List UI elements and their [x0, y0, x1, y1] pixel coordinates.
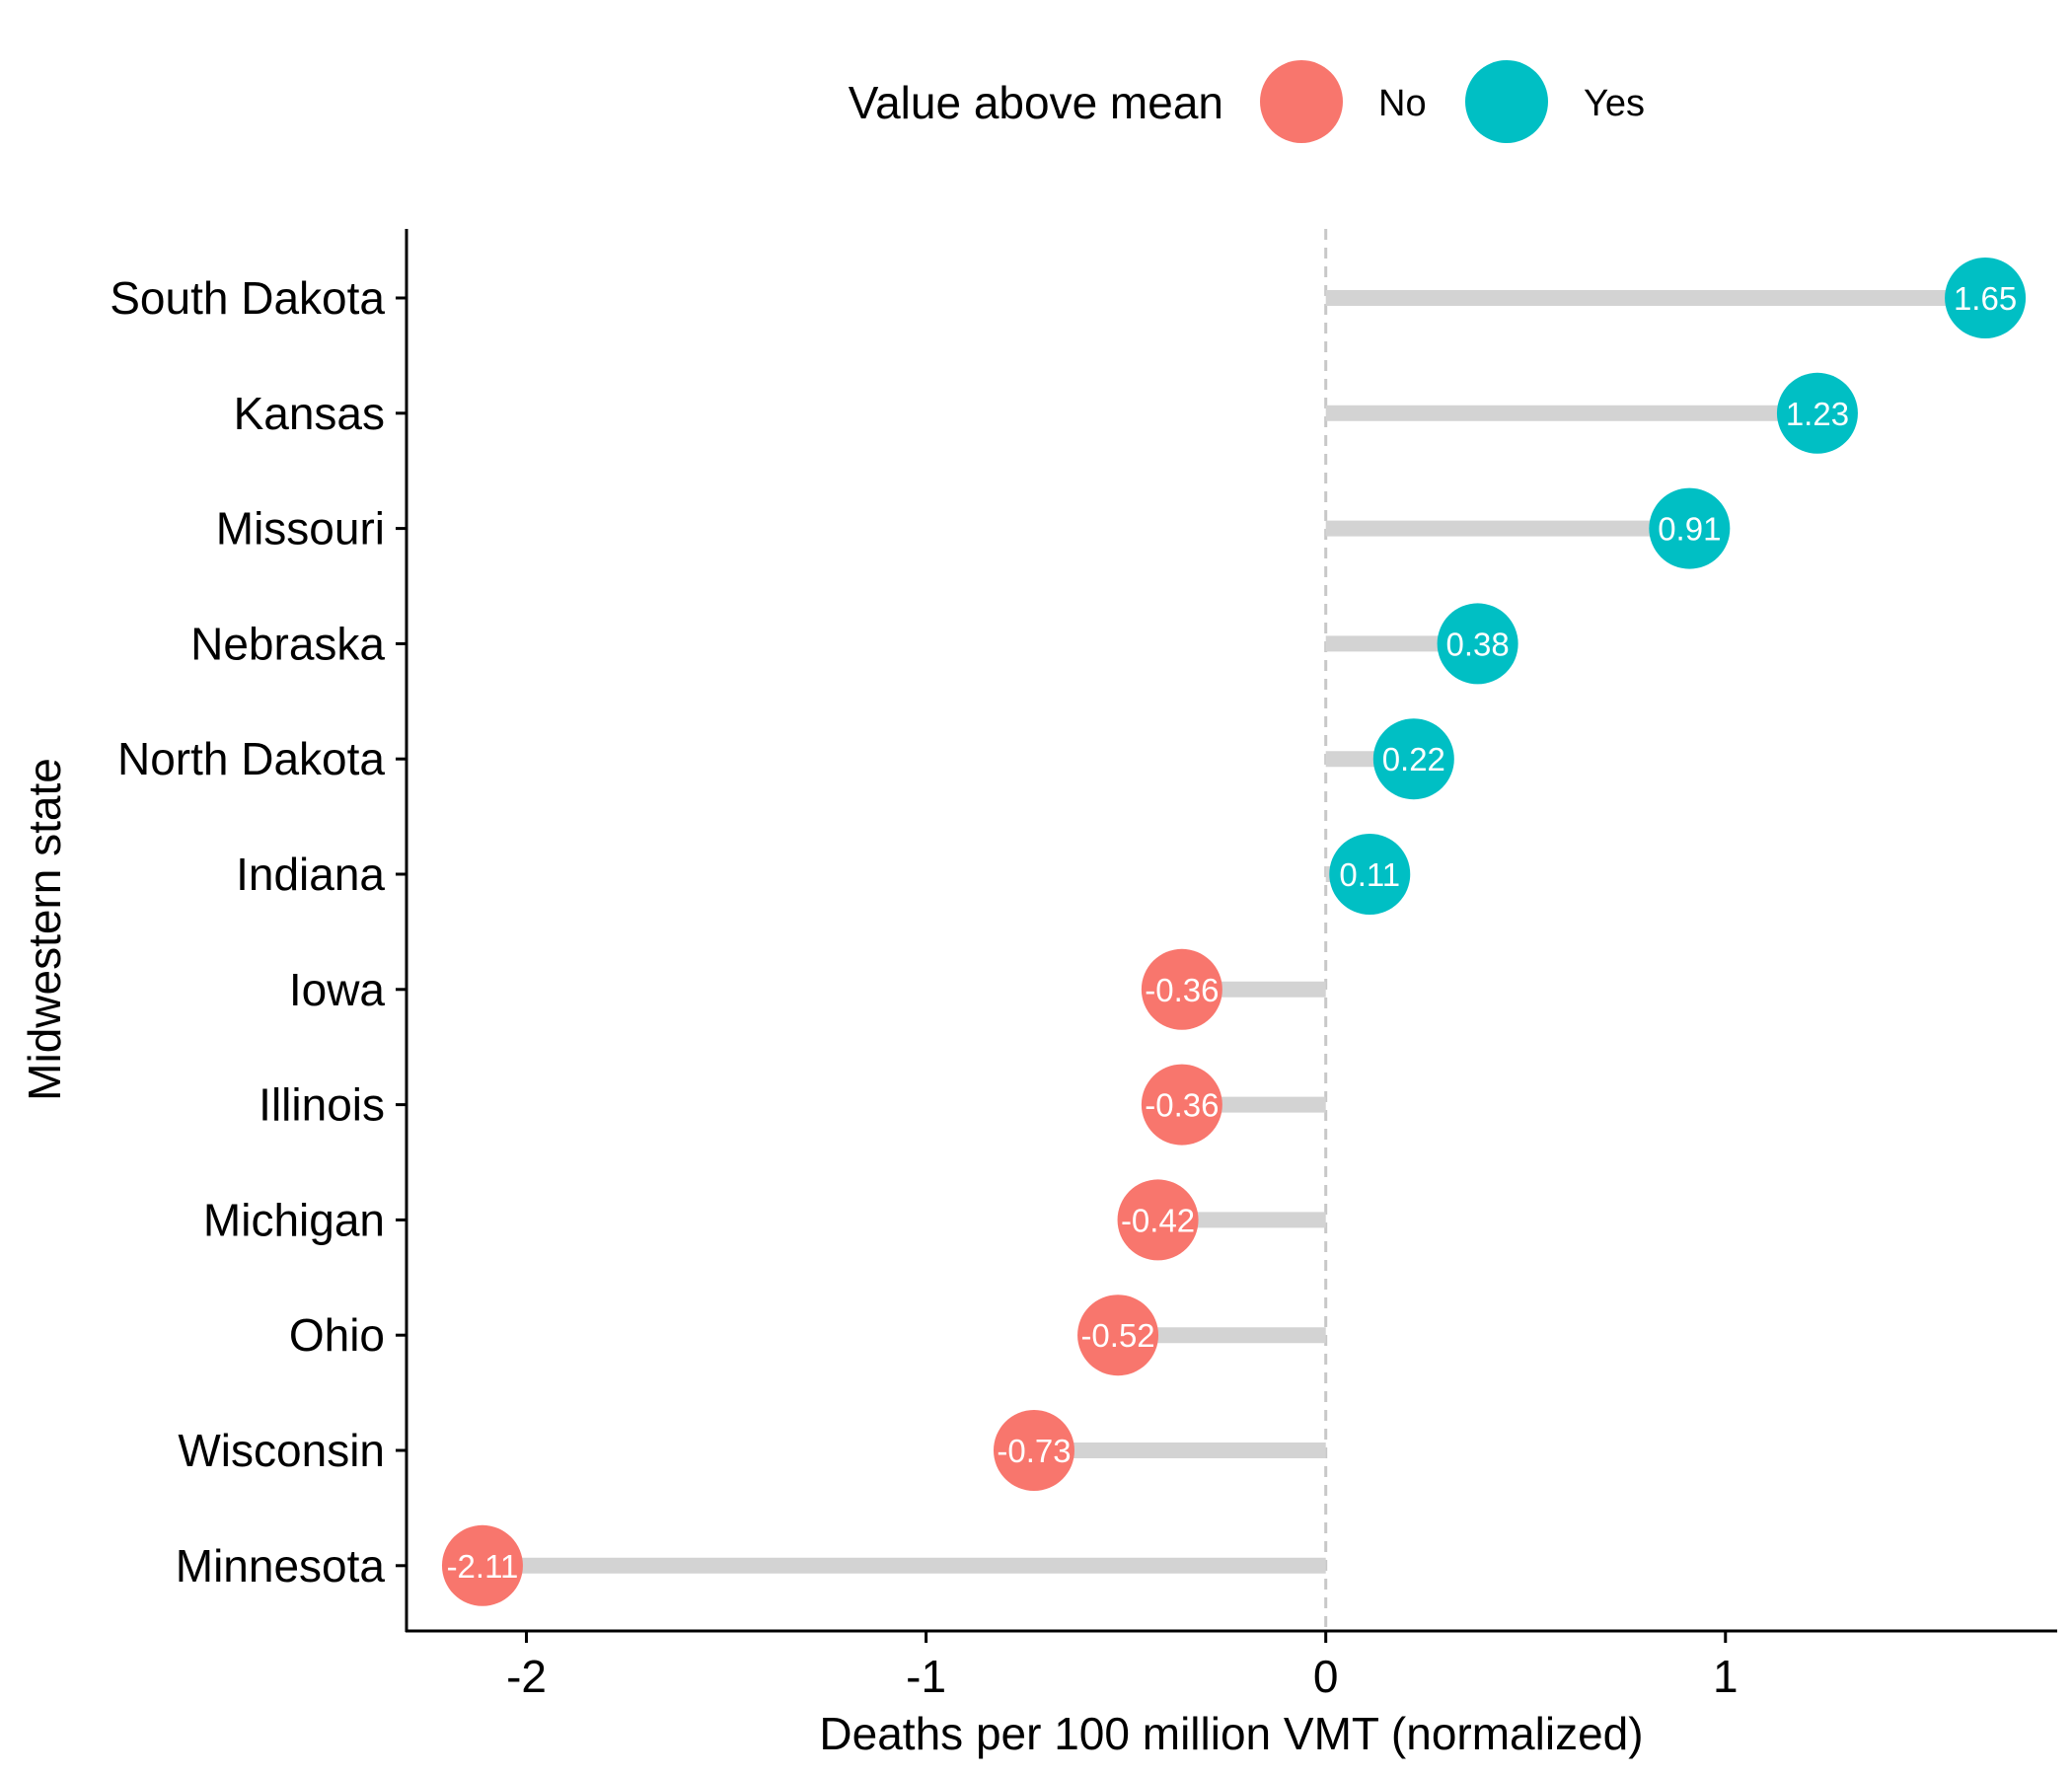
legend-yes-label: Yes: [1584, 83, 1645, 124]
x-tick-label: -2: [506, 1651, 547, 1702]
legend: Value above mean No Yes: [849, 60, 1645, 143]
lollipop-point: [993, 1410, 1074, 1491]
y-tick-label: Ohio: [289, 1309, 385, 1361]
lollipop-point: [1945, 258, 2027, 338]
lollipop-point: [1329, 834, 1411, 915]
lollipop-sticks: [481, 290, 1986, 1574]
lollipop-point: [441, 1524, 523, 1606]
lollipop-point: [1372, 718, 1454, 800]
y-tick-label: South Dakota: [110, 272, 385, 324]
y-tick-label: Minnesota: [176, 1540, 386, 1591]
point-value-label: -2.11: [447, 1548, 519, 1585]
legend-title: Value above mean: [849, 77, 1223, 128]
point-value-label: -0.36: [1145, 1087, 1219, 1124]
point-value-label: 0.38: [1446, 626, 1510, 662]
lollipop-point: [1117, 1179, 1199, 1261]
y-tick-label: Indiana: [236, 849, 385, 900]
x-tick-label: 1: [1713, 1651, 1739, 1702]
y-tick-label: Missouri: [216, 503, 385, 555]
y-tick-label: Iowa: [289, 964, 386, 1015]
legend-no-swatch: [1260, 60, 1343, 143]
point-value-label: 0.22: [1382, 741, 1445, 777]
point-value-label: -0.52: [1080, 1317, 1154, 1354]
point-value-label: -0.36: [1145, 972, 1219, 1008]
legend-no-label: No: [1378, 83, 1427, 124]
lollipop-point: [1141, 948, 1222, 1030]
x-tick-label: 0: [1313, 1651, 1339, 1702]
point-value-label: 0.91: [1658, 511, 1721, 548]
y-tick-label: Illinois: [259, 1079, 385, 1131]
point-value-label: -0.73: [997, 1433, 1071, 1469]
y-tick-label: Nebraska: [190, 618, 385, 669]
lollipop-point: [1649, 487, 1731, 569]
point-value-label: 0.11: [1339, 856, 1400, 893]
y-tick-label: Wisconsin: [178, 1425, 385, 1476]
lollipop-point: [1776, 372, 1858, 454]
x-axis-title: Deaths per 100 million VMT (normalized): [819, 1708, 1643, 1759]
lollipop-point: [1077, 1295, 1159, 1376]
y-tick-label: Kansas: [234, 388, 385, 439]
x-axis-ticks: -2 -1 0 1: [506, 1631, 1739, 1702]
point-value-label: -0.42: [1121, 1202, 1195, 1238]
lollipop-point: [1437, 603, 1518, 685]
axes: [405, 229, 2057, 1633]
lollipop-points: 1.65 1.23 0.91 0.38 0.22 0.11 -0.36 -0.36 -0.42 -…: [441, 258, 2027, 1606]
point-value-label: 1.65: [1954, 280, 2017, 317]
lollipop-point: [1141, 1064, 1222, 1146]
y-tick-label: Michigan: [203, 1194, 385, 1245]
point-value-label: 1.23: [1786, 396, 1849, 432]
y-tick-label: North Dakota: [117, 733, 385, 784]
y-axis-ticks: South Dakota Kansas Missouri Nebraska North …: [110, 272, 407, 1591]
y-axis-title: Midwestern state: [19, 758, 70, 1101]
legend-yes-swatch: [1465, 60, 1548, 143]
x-tick-label: -1: [906, 1651, 946, 1702]
